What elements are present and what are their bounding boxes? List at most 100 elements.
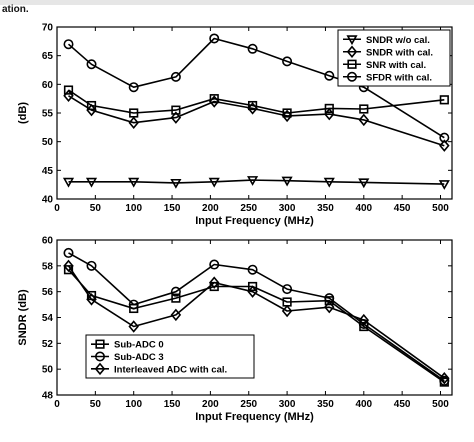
caption-strip: ation. bbox=[0, 0, 474, 18]
figure: 0 50 100 150 200 250 300 350 400 450 500 40 45 50 55 60… bbox=[0, 18, 474, 437]
data-point bbox=[171, 293, 181, 303]
legend-marker bbox=[346, 35, 358, 46]
data-point bbox=[247, 176, 259, 186]
y-tick-label: 60 bbox=[42, 236, 54, 247]
caption-strip-band bbox=[0, 0, 474, 5]
x-tick-label: 200 bbox=[202, 203, 219, 214]
data-point bbox=[281, 109, 293, 123]
data-point bbox=[282, 56, 293, 67]
x-axis-label: Input Frequency (MHz) bbox=[195, 215, 314, 227]
legend-label: Sub-ADC 3 bbox=[114, 352, 164, 363]
data-point bbox=[281, 176, 293, 187]
series-line bbox=[68, 252, 445, 382]
legend-marker bbox=[347, 59, 357, 69]
x-tick-label: 250 bbox=[240, 399, 257, 410]
series-line bbox=[68, 89, 445, 114]
data-point bbox=[439, 375, 450, 386]
x-tick-label: 100 bbox=[125, 203, 142, 214]
x-tick-label: 450 bbox=[394, 399, 411, 410]
y-tick-label: 55 bbox=[42, 109, 54, 120]
y-tick-label: 45 bbox=[42, 166, 54, 177]
data-point bbox=[62, 177, 75, 188]
x-tick-label: 350 bbox=[317, 203, 334, 214]
data-point bbox=[209, 259, 220, 270]
data-point bbox=[128, 299, 139, 310]
data-point bbox=[170, 286, 181, 297]
data-point bbox=[439, 139, 450, 152]
figure-svg: 0 50 100 150 200 250 300 350 400 450 500 40 45 50 55 60… bbox=[17, 23, 453, 423]
data-point bbox=[247, 264, 258, 275]
data-point bbox=[86, 293, 97, 306]
legend-marker bbox=[346, 71, 357, 82]
data-point bbox=[170, 308, 182, 322]
data-point bbox=[324, 103, 334, 114]
series-2 bbox=[63, 89, 450, 152]
data-point bbox=[209, 94, 219, 104]
series-line bbox=[67, 265, 445, 379]
legend-label: Sub-ADC 0 bbox=[114, 340, 164, 351]
x-tick-label: 0 bbox=[54, 399, 60, 410]
series-1 bbox=[62, 176, 450, 190]
x-tick-label: 50 bbox=[90, 399, 102, 410]
data-point bbox=[247, 285, 258, 298]
data-point bbox=[208, 276, 220, 289]
chart-2: 0 50 100 150 200 250 300 350 400 450 500 48 50 52 54 56… bbox=[17, 236, 453, 423]
data-point bbox=[439, 132, 450, 143]
data-point bbox=[247, 43, 258, 54]
data-point bbox=[247, 100, 258, 111]
data-point bbox=[209, 33, 220, 44]
y-tick-label: 50 bbox=[42, 137, 54, 148]
series-3 bbox=[63, 85, 449, 118]
x-tick-label: 0 bbox=[54, 203, 60, 214]
x-tick-label: 400 bbox=[355, 203, 372, 214]
y-tick-label: 56 bbox=[42, 287, 54, 298]
x-tick-label: 400 bbox=[355, 399, 372, 410]
series-3 bbox=[63, 259, 450, 385]
y-tick-label: 58 bbox=[42, 261, 54, 272]
y-tick-label: 60 bbox=[42, 80, 54, 91]
x-tick-label: 500 bbox=[432, 203, 449, 214]
legend-box bbox=[85, 334, 255, 379]
data-point bbox=[86, 260, 97, 271]
data-point bbox=[439, 95, 449, 105]
x-tick-label: 350 bbox=[317, 399, 334, 410]
data-point bbox=[170, 111, 182, 124]
x-tick-label: 500 bbox=[432, 399, 449, 410]
x-axis-label: Input Frequency (MHz) bbox=[195, 411, 314, 423]
caption-fragment: ation. bbox=[2, 4, 29, 15]
data-point bbox=[439, 371, 450, 385]
x-tick-label: 200 bbox=[202, 399, 219, 410]
legend-marker bbox=[95, 351, 106, 362]
data-point bbox=[358, 313, 370, 327]
data-point bbox=[281, 304, 293, 318]
data-point bbox=[170, 71, 181, 82]
x-tick-label: 300 bbox=[279, 399, 296, 410]
x-tick-label: 450 bbox=[394, 203, 411, 214]
data-point bbox=[171, 105, 181, 115]
legend-marker bbox=[94, 362, 106, 376]
y-tick-label: 40 bbox=[42, 195, 54, 206]
data-point bbox=[359, 104, 369, 114]
data-point bbox=[170, 178, 182, 189]
y-tick-label: 65 bbox=[42, 51, 54, 62]
data-point bbox=[358, 178, 370, 189]
y-tick-label: 48 bbox=[42, 391, 54, 402]
data-point bbox=[63, 85, 74, 95]
data-point bbox=[63, 259, 74, 273]
data-point bbox=[85, 177, 98, 188]
legend-marker bbox=[346, 45, 358, 58]
legend-label: SNR with cal. bbox=[366, 60, 426, 71]
data-point bbox=[438, 180, 450, 190]
y-tick-label: 54 bbox=[42, 313, 54, 324]
x-tick-label: 300 bbox=[279, 203, 296, 214]
data-point bbox=[128, 116, 139, 129]
data-point bbox=[358, 113, 370, 127]
x-tick-label: 150 bbox=[164, 203, 181, 214]
data-point bbox=[86, 59, 97, 70]
data-point bbox=[63, 39, 74, 50]
y-axis-label: SNDR (dB) bbox=[17, 289, 29, 346]
data-point bbox=[282, 284, 293, 295]
data-point bbox=[86, 100, 97, 111]
legend-marker bbox=[95, 339, 105, 349]
